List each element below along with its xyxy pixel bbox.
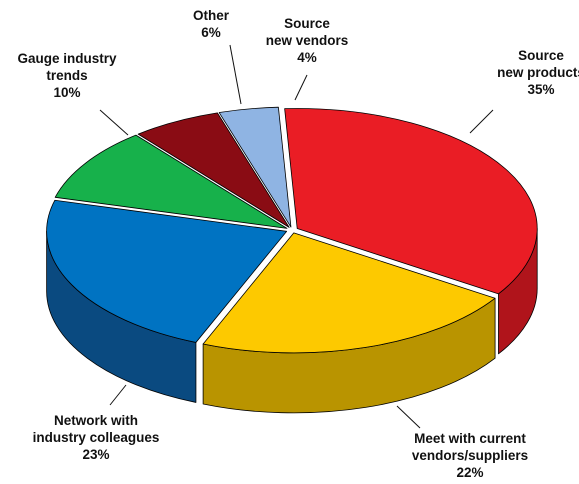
pie-slice (218, 106, 292, 228)
slice-label: Source new products 35% (497, 48, 579, 97)
leader-line (99, 109, 129, 136)
slice-label: Meet with current vendors/suppliers 22% (412, 431, 528, 480)
pie-slice (137, 112, 290, 228)
pie-slice (284, 108, 538, 295)
leader-line (396, 405, 421, 429)
slice-name-line: Gauge industry (17, 51, 117, 66)
slice-name-line: Network with (54, 413, 138, 428)
pie-slice (54, 134, 288, 229)
slice-label: Network with industry colleagues 23% (33, 413, 160, 462)
slice-percent: 6% (201, 25, 221, 40)
slice-label: Gauge industry trends 10% (17, 51, 117, 100)
slice-percent: 10% (53, 85, 80, 100)
slice-name-line: new products (497, 65, 579, 80)
slice-percent: 35% (527, 82, 554, 97)
slice-label: Source new vendors 4% (266, 16, 349, 65)
slice-name-line: vendors/suppliers (412, 448, 528, 463)
leader-line (469, 109, 494, 134)
leader-line (294, 74, 308, 101)
slice-label: Other 6% (193, 8, 230, 40)
pie-top-layer (46, 106, 538, 354)
slice-name-line: trends (46, 68, 87, 83)
slice-name-line: new vendors (266, 33, 349, 48)
pie-slice (202, 232, 496, 354)
slice-percent: 4% (297, 50, 317, 65)
leader-line (229, 44, 242, 105)
slice-name-line: industry colleagues (33, 430, 160, 445)
slice-name-line: Source (518, 48, 564, 63)
slice-name-line: Other (193, 8, 230, 23)
leader-line (109, 384, 127, 406)
slice-name-line: Source (284, 16, 330, 31)
pie-slice (46, 199, 288, 343)
slice-percent: 23% (82, 447, 109, 462)
slice-percent: 22% (456, 465, 483, 480)
slice-name-line: Meet with current (414, 431, 526, 446)
pie-label-layer: Source new products 35% Meet with current ve… (17, 8, 579, 480)
